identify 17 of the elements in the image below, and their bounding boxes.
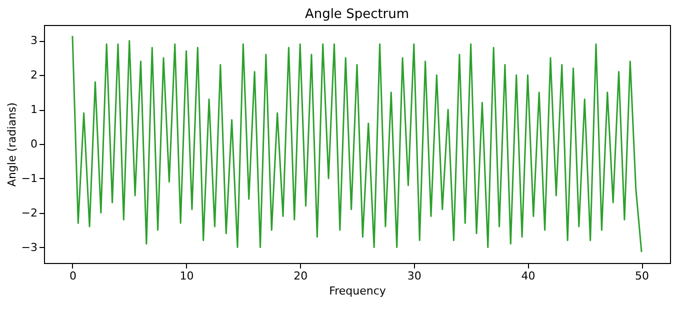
x-tick-label: 10: [180, 270, 194, 282]
y-tick-label: 1: [30, 103, 38, 116]
x-axis-title: Frequency: [329, 284, 386, 298]
y-tick-label: 2: [30, 68, 38, 82]
x-tick-label: 30: [407, 270, 422, 282]
y-tick-label: 0: [30, 138, 38, 150]
y-tick-label: −2: [21, 206, 38, 220]
line-series: [72, 35, 642, 253]
x-tick-label: 20: [294, 270, 308, 282]
y-tick-label: −3: [21, 240, 38, 254]
y-tick-label: 3: [30, 34, 38, 48]
y-tick-label: −1: [21, 172, 38, 185]
x-tick-label: 0: [69, 270, 76, 282]
x-tick-label: 40: [521, 270, 536, 282]
x-tick-label: 50: [635, 270, 650, 282]
y-axis-title: Angle (radians): [5, 102, 18, 187]
chart-title: Angle Spectrum: [304, 7, 410, 22]
